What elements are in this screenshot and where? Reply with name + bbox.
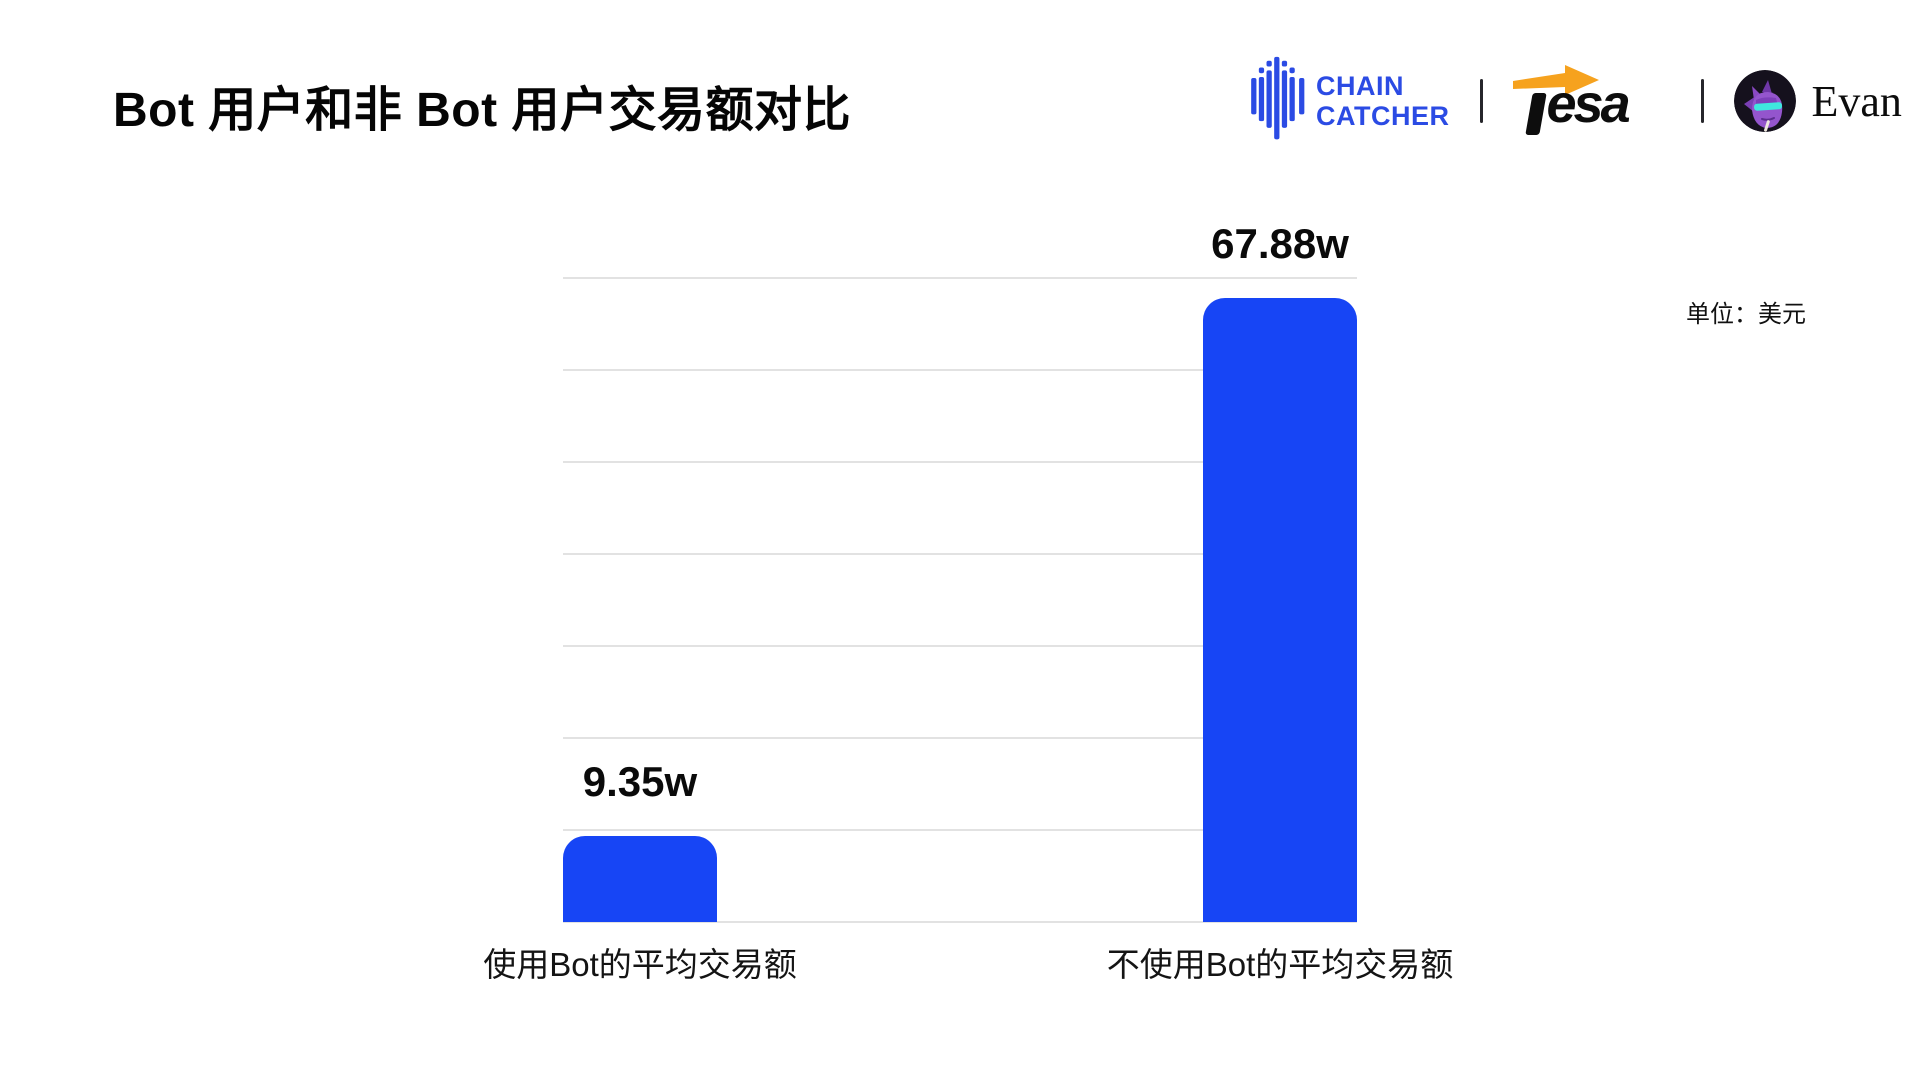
bar-non-bot-users (1203, 298, 1357, 922)
bar-bot-users (563, 836, 717, 922)
chaincatcher-wordmark-line1: CHAIN (1316, 70, 1404, 101)
category-label-non-bot-users: 不使用Bot的平均交易额 (1106, 946, 1454, 983)
tesa-logo: esa (1512, 63, 1671, 139)
brand-divider (1700, 79, 1704, 123)
author-name: Evan (1811, 76, 1902, 126)
chaincatcher-shield-icon (1251, 56, 1305, 140)
chaincatcher-logo: CHAIN CATCHER (1250, 55, 1450, 147)
author-badge: Evan (1733, 70, 1902, 132)
brand-divider (1479, 79, 1483, 123)
tesa-arrow-icon (1512, 65, 1599, 95)
bar-column-bot-users: 9.35w (440, 758, 840, 922)
bar-column-non-bot-users: 67.88w (1080, 220, 1480, 922)
tesa-wordmark: esa (1546, 74, 1631, 134)
unit-note: 单位：美元 (1686, 301, 1806, 328)
chaincatcher-wordmark: CHAIN CATCHER (1316, 71, 1450, 131)
brand-bar: CHAIN CATCHER esa (1250, 56, 1902, 146)
author-avatar (1733, 70, 1796, 132)
bar-value-label: 9.35w (582, 758, 698, 805)
category-label-bot-users: 使用Bot的平均交易额 (483, 946, 797, 983)
page-title: Bot 用户和非 Bot 用户交易额对比 (113, 84, 851, 137)
bar-value-label: 67.88w (1211, 220, 1349, 267)
chaincatcher-wordmark-line2: CATCHER (1316, 101, 1450, 131)
